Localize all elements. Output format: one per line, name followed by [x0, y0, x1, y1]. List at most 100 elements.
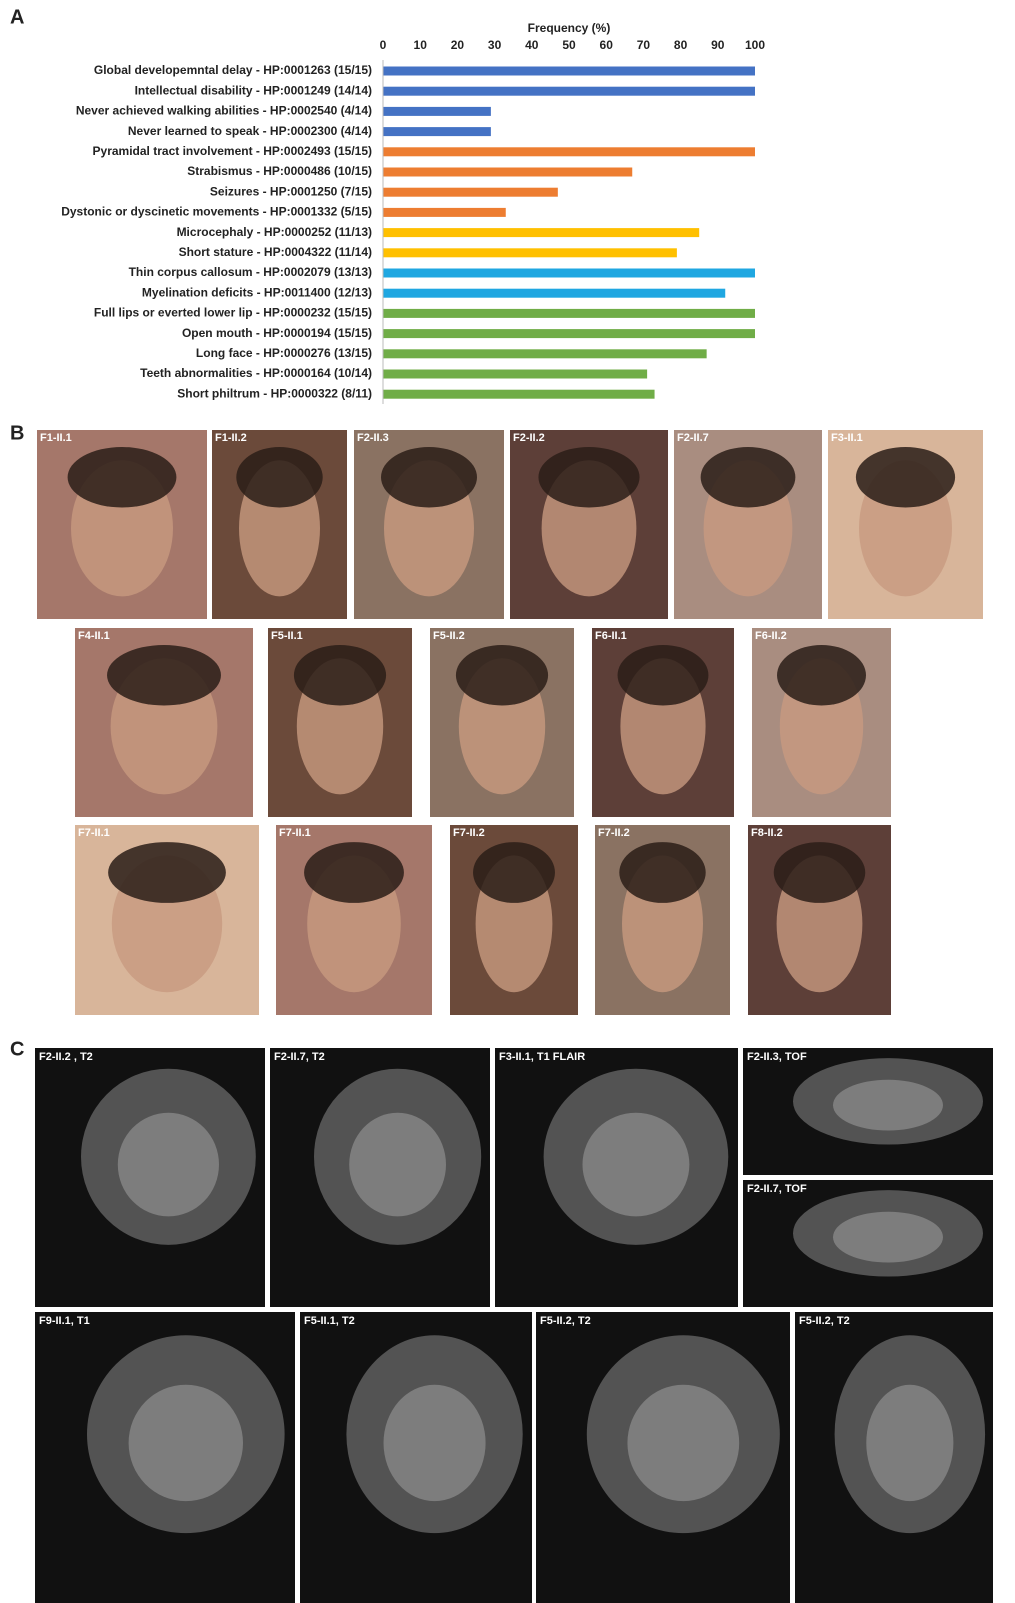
- photo-label: F6-II.1: [595, 630, 627, 642]
- bar: [383, 127, 491, 137]
- hair: [236, 447, 323, 508]
- photo-label: F1-II.2: [215, 432, 247, 444]
- x-tick-label: 50: [562, 38, 576, 52]
- brain-inner: [117, 1112, 219, 1217]
- panel-label: C: [10, 1038, 24, 1060]
- photo-label: F5-II.1: [271, 630, 303, 642]
- hair: [304, 842, 404, 903]
- panel-label: B: [10, 422, 24, 444]
- category-label: Never achieved walking abilities - HP:00…: [76, 104, 372, 118]
- hair: [773, 842, 866, 903]
- hair: [107, 645, 221, 706]
- category-label: Global developemntal delay - HP:0001263 …: [94, 63, 372, 77]
- mri-label: F5-II.1, T2: [304, 1315, 355, 1327]
- bar: [383, 389, 655, 399]
- hair: [381, 447, 477, 508]
- bar: [383, 308, 755, 318]
- photo-label: F5-II.2: [433, 630, 465, 642]
- bar: [383, 207, 506, 217]
- mri-label: F2-II.7, T2: [274, 1051, 325, 1063]
- hair: [777, 645, 866, 706]
- photo-label: F2-II.2: [513, 432, 545, 444]
- bar: [383, 167, 633, 177]
- brain-inner: [128, 1384, 243, 1502]
- photo-label: F7-II.2: [453, 827, 485, 839]
- brain-inner: [833, 1079, 943, 1131]
- bar: [383, 369, 648, 379]
- hair: [108, 842, 226, 903]
- hair: [700, 447, 796, 508]
- bar: [383, 329, 755, 339]
- mri-label: F2-II.2 , T2: [39, 1051, 93, 1063]
- category-label: Intellectual disability - HP:0001249 (14…: [135, 83, 372, 97]
- category-label: Open mouth - HP:0000194 (15/15): [182, 326, 372, 340]
- hair: [855, 447, 956, 508]
- hair: [619, 842, 706, 903]
- photo-label: F6-II.2: [755, 630, 787, 642]
- x-tick-label: 80: [674, 38, 688, 52]
- hair: [293, 645, 387, 706]
- bar: [383, 349, 707, 359]
- x-tick-label: 70: [637, 38, 651, 52]
- photo-label: F4-II.1: [78, 630, 110, 642]
- x-tick-label: 10: [414, 38, 428, 52]
- x-tick-label: 90: [711, 38, 725, 52]
- bar: [383, 228, 700, 238]
- category-label: Microcephaly - HP:0000252 (11/13): [177, 225, 372, 239]
- x-axis-title: Frequency (%): [528, 21, 611, 35]
- category-label: Strabismus - HP:0000486 (10/15): [187, 164, 372, 178]
- category-label: Long face - HP:0000276 (13/15): [196, 346, 372, 360]
- bar: [383, 248, 677, 258]
- x-tick-label: 0: [380, 38, 387, 52]
- x-tick-label: 20: [451, 38, 465, 52]
- category-label: Thin corpus callosum - HP:0002079 (13/13…: [129, 265, 372, 279]
- bar: [383, 86, 755, 96]
- category-label: Full lips or everted lower lip - HP:0000…: [94, 306, 372, 320]
- mri-label: F9-II.1, T1: [39, 1315, 90, 1327]
- brain-inner: [833, 1211, 943, 1263]
- bar: [383, 106, 491, 116]
- hair: [455, 645, 549, 706]
- hair: [538, 447, 640, 508]
- photo-label: F2-II.3: [357, 432, 389, 444]
- category-label: Never learned to speak - HP:0002300 (4/1…: [128, 124, 372, 138]
- x-tick-label: 100: [745, 38, 765, 52]
- photo-label: F2-II.7: [677, 432, 709, 444]
- brain-inner: [627, 1384, 740, 1502]
- brain-inner: [582, 1112, 690, 1217]
- bar: [383, 268, 755, 278]
- category-label: Teeth abnormalities - HP:0000164 (10/14): [140, 366, 372, 380]
- brain-inner: [383, 1384, 486, 1502]
- category-label: Short philtrum - HP:0000322 (8/11): [177, 386, 372, 400]
- mri-label: F2-II.7, TOF: [747, 1183, 807, 1195]
- category-label: Short stature - HP:0004322 (11/14): [179, 245, 372, 259]
- category-label: Dystonic or dyscinetic movements - HP:00…: [61, 205, 372, 219]
- hair: [617, 645, 709, 706]
- x-tick-label: 60: [600, 38, 614, 52]
- x-tick-label: 30: [488, 38, 502, 52]
- photo-label: F8-II.2: [751, 827, 783, 839]
- x-tick-label: 40: [525, 38, 539, 52]
- mri-label: F5-II.2, T2: [540, 1315, 591, 1327]
- photo-label: F7-II.1: [78, 827, 110, 839]
- bar: [383, 66, 755, 76]
- bar: [383, 147, 755, 157]
- mri-label: F2-II.3, TOF: [747, 1051, 807, 1063]
- photo-label: F7-II.1: [279, 827, 311, 839]
- bar: [383, 187, 558, 197]
- category-label: Myelination deficits - HP:0011400 (12/13…: [142, 285, 372, 299]
- panel-label: A: [10, 6, 24, 28]
- photo-label: F1-II.1: [40, 432, 72, 444]
- photo-label: F3-II.1: [831, 432, 863, 444]
- brain-inner: [349, 1112, 446, 1217]
- bar: [383, 288, 726, 298]
- mri-label: F5-II.2, T2: [799, 1315, 850, 1327]
- hair: [67, 447, 177, 508]
- category-label: Seizures - HP:0001250 (7/15): [210, 184, 372, 198]
- hair: [473, 842, 555, 903]
- category-label: Pyramidal tract involvement - HP:0002493…: [93, 144, 372, 158]
- photo-label: F7-II.2: [598, 827, 630, 839]
- mri-label: F3-II.1, T1 FLAIR: [499, 1051, 585, 1063]
- brain-inner: [866, 1384, 954, 1502]
